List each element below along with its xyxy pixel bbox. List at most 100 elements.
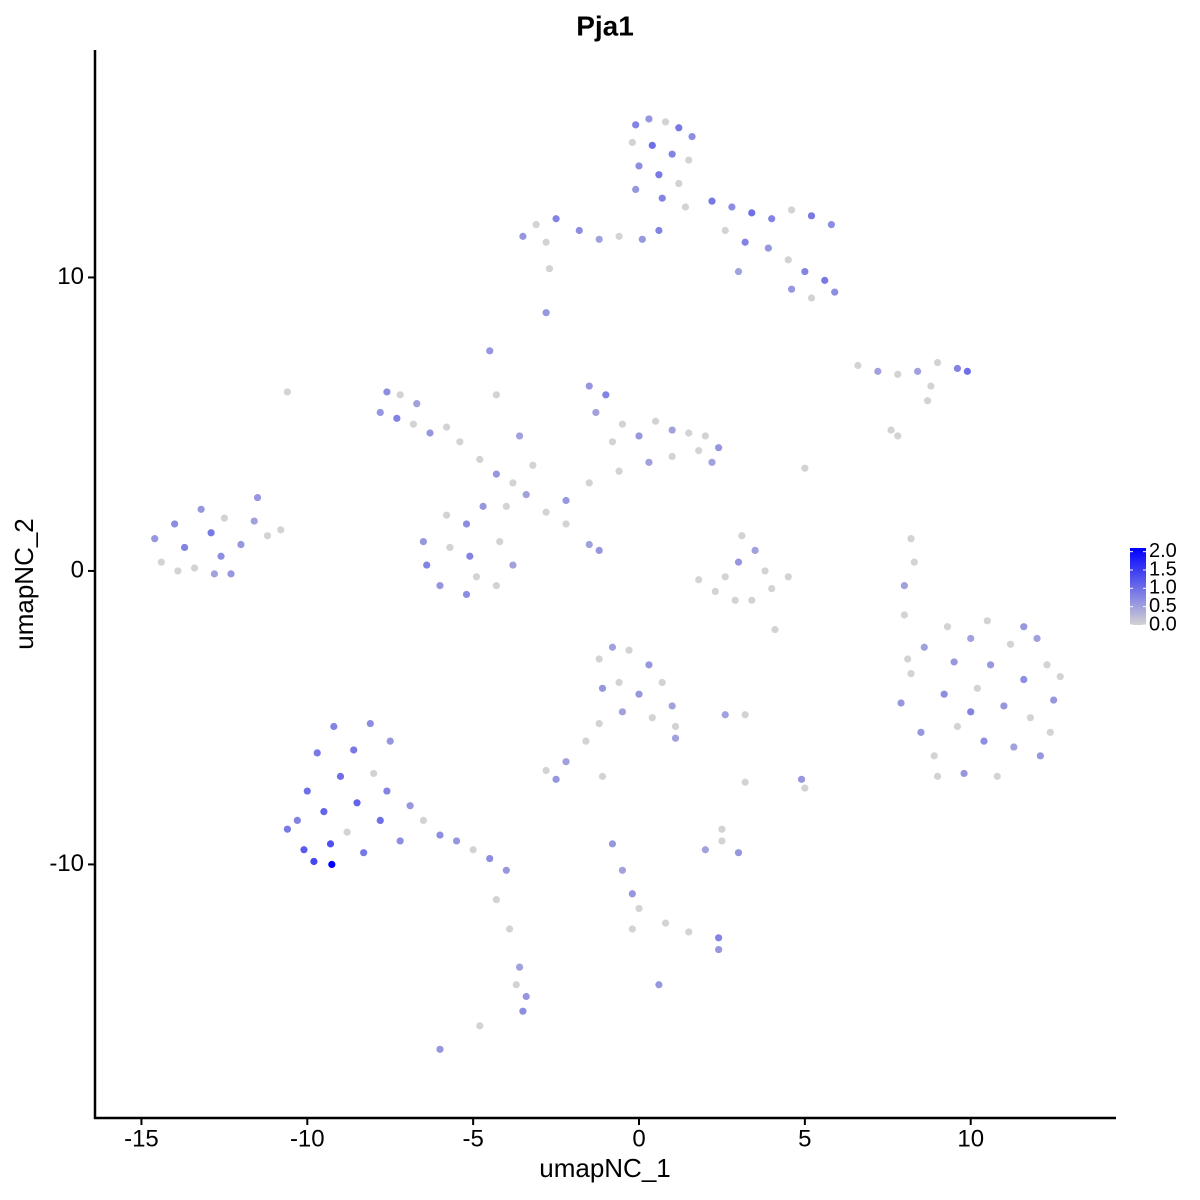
point <box>277 526 285 534</box>
y-tick-label: -10 <box>49 850 84 877</box>
point <box>476 455 484 464</box>
point <box>360 849 368 857</box>
x-tick-label: -5 <box>462 1125 483 1152</box>
point <box>741 711 749 719</box>
colorbar-tick-label: 0.5 <box>1149 595 1177 617</box>
point <box>326 840 335 848</box>
point <box>502 866 510 874</box>
point <box>887 426 895 434</box>
point <box>197 505 205 513</box>
point <box>668 150 676 158</box>
point <box>658 678 666 687</box>
point <box>426 429 434 437</box>
colorbar-tick-label: 1.0 <box>1149 577 1177 599</box>
point <box>658 194 666 202</box>
point <box>171 520 179 528</box>
point <box>917 728 925 736</box>
point <box>180 543 189 552</box>
y-tick-label: 0 <box>71 556 84 583</box>
point <box>595 655 603 663</box>
point <box>771 626 779 634</box>
point <box>598 684 607 692</box>
point <box>151 535 159 543</box>
point <box>462 590 471 599</box>
point <box>874 367 882 375</box>
point <box>595 235 603 243</box>
point <box>376 816 384 825</box>
point <box>907 535 915 543</box>
point <box>695 576 703 584</box>
point <box>492 582 500 590</box>
chart-title: Pja1 <box>576 10 634 41</box>
point <box>1020 623 1028 631</box>
point <box>635 690 643 698</box>
point <box>907 670 915 678</box>
point <box>787 285 796 293</box>
point <box>764 244 772 252</box>
point <box>522 992 530 1001</box>
point <box>515 963 524 971</box>
point <box>328 860 336 869</box>
point <box>801 267 809 276</box>
point <box>303 787 311 795</box>
point <box>492 896 500 904</box>
point <box>675 124 683 132</box>
point <box>797 775 806 783</box>
point <box>1046 728 1054 736</box>
point <box>950 658 958 666</box>
point <box>220 514 228 522</box>
point <box>632 185 640 194</box>
point <box>801 784 809 792</box>
point <box>529 461 537 469</box>
point <box>615 232 623 240</box>
point <box>370 769 378 778</box>
point <box>419 537 427 546</box>
point <box>807 294 816 302</box>
point <box>383 787 391 795</box>
point <box>592 408 600 417</box>
point <box>532 221 540 229</box>
point <box>927 382 935 390</box>
point <box>386 737 394 745</box>
point <box>681 203 690 211</box>
point <box>831 288 839 296</box>
point <box>715 945 723 954</box>
point <box>718 837 726 845</box>
point <box>655 981 663 989</box>
point <box>446 543 454 552</box>
point <box>396 837 404 845</box>
colorbar-tick-label: 2.0 <box>1149 540 1177 562</box>
point <box>396 391 404 399</box>
point <box>436 1045 444 1053</box>
point <box>1050 696 1058 704</box>
point <box>734 267 743 276</box>
point <box>542 766 550 775</box>
point <box>708 197 716 205</box>
point <box>436 831 444 839</box>
point <box>784 256 792 264</box>
point <box>615 467 623 475</box>
point <box>190 564 199 572</box>
point <box>492 470 500 478</box>
point <box>920 643 928 651</box>
point <box>900 582 908 590</box>
point <box>1000 702 1008 710</box>
point <box>635 162 643 170</box>
point <box>585 382 593 390</box>
point <box>980 737 988 745</box>
point <box>973 684 981 692</box>
point <box>602 391 610 399</box>
point <box>512 981 520 989</box>
point <box>585 540 593 549</box>
point <box>562 496 570 505</box>
point <box>486 854 494 863</box>
point <box>655 171 663 179</box>
point <box>923 397 932 405</box>
point <box>943 623 952 631</box>
points <box>151 115 1064 1053</box>
point <box>486 347 494 355</box>
point <box>608 840 617 848</box>
point <box>409 420 418 428</box>
x-tick-label: -15 <box>124 1125 159 1152</box>
point <box>721 711 729 719</box>
